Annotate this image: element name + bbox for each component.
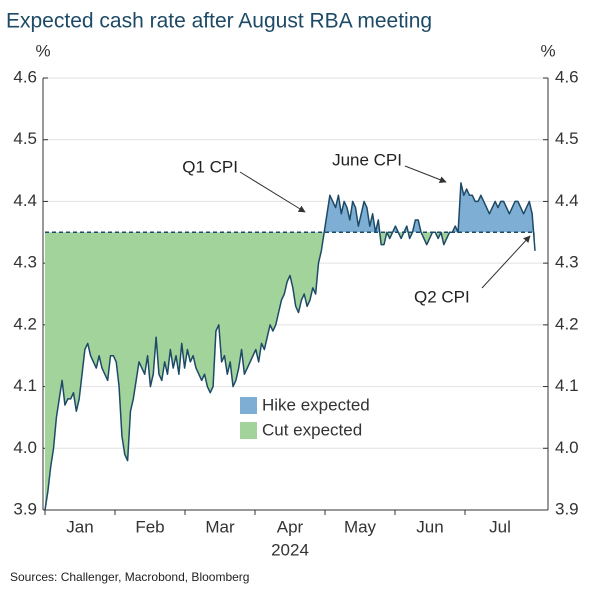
x-tick-label: Jul <box>489 517 511 536</box>
y-tick-label: 4.1 <box>13 376 37 395</box>
x-tick-label: Feb <box>135 517 164 536</box>
annotation-arrow <box>239 171 306 213</box>
x-tick-label: May <box>344 517 377 536</box>
y-tick-label: 4.4 <box>13 191 37 210</box>
y2-tick-label: 4.4 <box>555 191 579 210</box>
annotation: Q1 CPI <box>182 157 238 176</box>
y2-tick-label: 4.5 <box>555 129 579 148</box>
y-tick-label: 4.0 <box>13 438 37 457</box>
annotation: Q2 CPI <box>414 287 470 306</box>
x-tick-label: Jan <box>66 517 93 536</box>
plot-area <box>42 77 549 515</box>
annotation: June CPI <box>332 150 402 169</box>
y2-tick-label: 4.3 <box>555 253 579 272</box>
y-tick-label: 4.2 <box>13 314 37 333</box>
y-tick-label: 4.3 <box>13 253 37 272</box>
y-tick-label: 4.6 <box>13 67 37 86</box>
y2-tick-label: 4.6 <box>555 67 579 86</box>
y2-tick-label: 4.0 <box>555 438 579 457</box>
chart-title: Expected cash rate after August RBA meet… <box>6 10 432 33</box>
legend-swatch <box>240 422 257 439</box>
y2-tick-label: 4.1 <box>555 376 579 395</box>
legend-swatch <box>240 397 257 414</box>
annotation-arrow <box>404 165 447 183</box>
legend-label: Hike expected <box>262 395 370 414</box>
line <box>44 182 536 511</box>
y-unit: % <box>35 41 50 60</box>
x-year-label: 2024 <box>271 540 309 559</box>
y-tick-label: 4.5 <box>13 129 37 148</box>
x-tick-label: Jun <box>416 517 443 536</box>
y-tick-label: 3.9 <box>13 499 37 518</box>
source: Sources: Challenger, Macrobond, Bloomber… <box>10 570 249 584</box>
annotation-arrow <box>481 235 531 289</box>
y2-unit: % <box>540 41 555 60</box>
legend-label: Cut expected <box>262 420 362 439</box>
x-tick-label: Apr <box>277 517 304 536</box>
area-above <box>324 182 534 233</box>
x-tick-label: Mar <box>205 517 235 536</box>
area-below <box>45 232 535 510</box>
y2-tick-label: 3.9 <box>555 499 579 518</box>
y2-tick-label: 4.2 <box>555 314 579 333</box>
